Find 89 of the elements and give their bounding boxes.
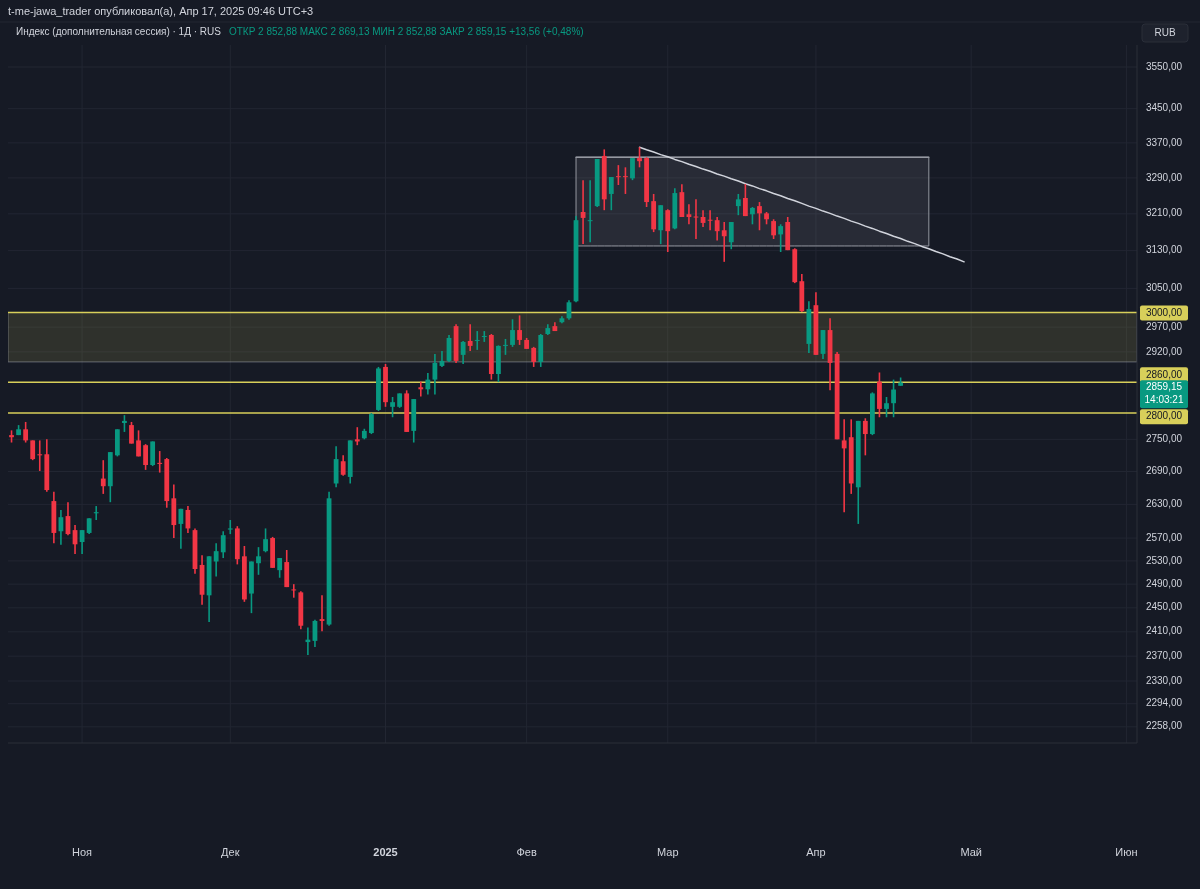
text: 2859,15 14:03:21 [1144, 381, 1184, 406]
y-tick-label: 2920,00 [1145, 345, 1183, 357]
candlestick [277, 557, 283, 579]
chart-subtitle: ОТКР 2 852,88 МАКС 2 869,13 МИН 2 852,88 ЗАКР 2 859,15 +13,56 (+0,48%) [228, 25, 584, 37]
y-tick-label: 2630,00 [1145, 498, 1183, 510]
candlestick [157, 450, 163, 474]
text: t-me-jawa_trader опубликовал(а), Апр 17, 2025 09:46 UTC+3 [8, 4, 314, 17]
y-tick-label: 2530,00 [1145, 554, 1183, 566]
x-tick-label: Ноя [72, 845, 93, 858]
candlestick [714, 216, 720, 242]
candlestick [665, 208, 671, 253]
candlestick [213, 542, 219, 578]
y-tick-label: 2258,00 [1145, 720, 1183, 732]
ref-line-label: 2860,00 [1145, 368, 1183, 380]
candlestick [256, 546, 261, 576]
candlestick [517, 314, 522, 346]
ref-line-label: 3000,00 [1145, 306, 1183, 318]
candlestick [510, 318, 515, 348]
candlestick [354, 426, 360, 446]
x-tick-label: Апр [806, 845, 826, 858]
candlestick [425, 372, 431, 396]
candlestick [757, 201, 762, 232]
x-tick-label: Май [960, 845, 982, 858]
candlestick [150, 440, 156, 467]
candlestick [728, 221, 734, 251]
y-tick-label: 3450,00 [1145, 102, 1183, 114]
x-tick-label: Фев [516, 845, 537, 858]
candlestick [467, 323, 473, 352]
candlestick [178, 508, 184, 550]
candlestick [390, 396, 395, 419]
candlestick [460, 340, 466, 365]
candlestick [742, 183, 748, 217]
candlestick [884, 396, 889, 419]
candlestick [30, 439, 36, 461]
candlestick [100, 459, 106, 495]
candlestick [474, 330, 480, 351]
line-series [638, 146, 965, 263]
y-tick-label: 3550,00 [1145, 60, 1183, 72]
candlestick [143, 443, 148, 471]
candlestick [587, 179, 593, 244]
candlestick [340, 454, 346, 477]
y-tick-label: 2450,00 [1145, 601, 1183, 613]
y-tick-label: 2294,00 [1145, 697, 1183, 709]
candlestick [686, 203, 692, 226]
y-tick-label: 2750,00 [1145, 432, 1183, 444]
candlestick [227, 519, 233, 535]
candlestick [608, 176, 614, 211]
candlestick [418, 380, 424, 398]
candlestick [369, 412, 374, 435]
y-tick-label: 2490,00 [1145, 577, 1183, 589]
x-tick-label: Мар [656, 845, 679, 858]
candlestick [891, 378, 896, 419]
candlestick [615, 164, 621, 186]
y-tick-label: 2690,00 [1145, 465, 1183, 477]
x-tick-label: 2025 [373, 845, 398, 858]
y-tick-label: 2330,00 [1145, 674, 1183, 686]
candlestick [735, 193, 741, 216]
y-tick-label: 3130,00 [1145, 244, 1183, 256]
candlestick [93, 505, 99, 521]
candlestick [291, 583, 297, 599]
candlestick [263, 527, 268, 554]
y-tick-label: 2570,00 [1145, 531, 1183, 543]
y-tick-label: 3290,00 [1145, 171, 1183, 183]
candlestick [862, 417, 868, 457]
candlestick [778, 223, 784, 253]
y-tick-label: 2970,00 [1145, 320, 1183, 332]
candlestick [721, 221, 727, 263]
candlestick [771, 218, 776, 240]
x-tick-label: Дек [221, 845, 240, 858]
candlestick [630, 157, 635, 181]
chart-title: Индекс (дополнительная сессия) · 1Д · RUS [16, 25, 222, 37]
ref-line-label: 2800,00 [1145, 410, 1183, 422]
candlestick [23, 421, 29, 444]
y-tick-label: 2410,00 [1145, 625, 1183, 637]
candlestick [623, 166, 628, 195]
candlestick [481, 330, 487, 343]
candlestick [136, 429, 141, 458]
y-tick-label: 2370,00 [1145, 649, 1183, 661]
candlestick [531, 346, 537, 368]
y-tick-label: 3370,00 [1145, 136, 1183, 148]
candlestick [129, 421, 134, 445]
y-axis-title: RUB [1154, 26, 1176, 38]
y-tick-label: 3050,00 [1145, 282, 1183, 293]
candlestick [637, 146, 642, 169]
candlestick [220, 530, 226, 559]
candlestick [841, 418, 847, 513]
y-tick-label: 3210,00 [1145, 207, 1183, 219]
x-tick-label: Июн [1115, 845, 1138, 858]
candlestick [37, 439, 43, 472]
